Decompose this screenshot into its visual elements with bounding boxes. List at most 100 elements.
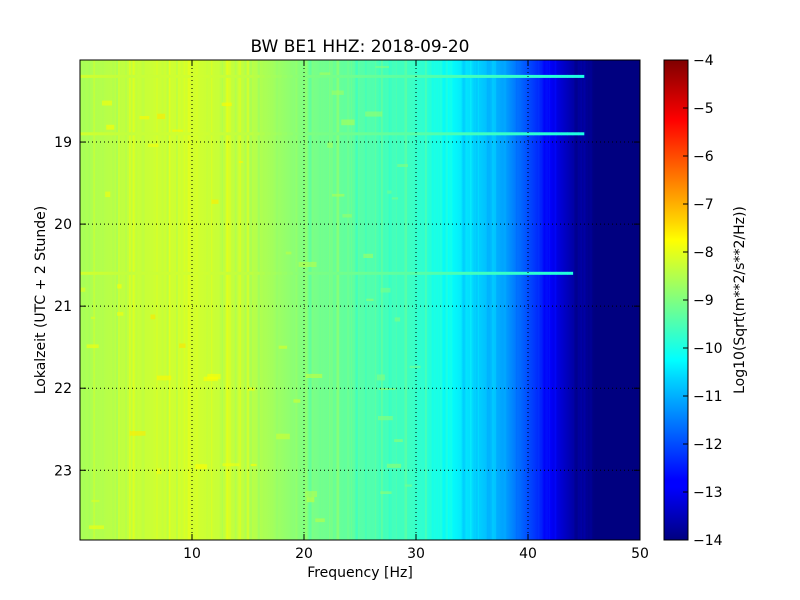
spectrogram-streak [404,60,408,540]
bright-line-segment [382,74,389,78]
bright-line-segment [136,271,142,275]
bright-line-segment [337,271,344,275]
bright-line-segment [567,132,574,136]
bright-line-segment [561,132,568,136]
bright-line-segment [427,132,434,136]
colorbar-tick-label: −7 [693,197,714,213]
bright-line-segment [259,271,266,275]
spectrogram-streak [118,60,120,540]
spectrogram-streak [431,60,434,540]
spectrogram-streak [546,60,548,540]
spectrogram-patch [129,431,146,436]
bright-line-segment [130,271,137,275]
bright-line-segment [96,132,103,136]
bright-line-segment [175,74,182,78]
bright-line-segment [164,74,170,78]
spectrogram-patch [327,142,333,148]
bright-line-segment [164,132,170,136]
bright-line-segment [343,74,350,78]
chart-title: BW BE1 HHZ: 2018-09-20 [250,37,469,57]
x-axis: 10 20 30 40 50 [183,60,649,562]
spectrogram-streak [486,60,489,540]
spectrogram-patch [250,463,257,467]
bright-line-segment [253,74,260,78]
bright-line-segment [158,271,165,275]
bright-line-segment [455,132,462,136]
bright-line-segment [494,271,501,275]
spectrogram-streak [244,60,247,540]
bright-line-segment [382,132,389,136]
bright-line-segment [281,271,288,275]
spectrogram-streak [223,60,227,540]
bright-line-segment [399,74,406,78]
bright-line-segment [572,132,579,136]
grid-lines [80,60,640,540]
spectrogram-streak [429,60,431,540]
bright-line-segment [556,132,562,136]
bright-line-segment [410,74,417,78]
bright-line-segment [488,271,495,275]
bright-line-segment [225,74,232,78]
bright-line-segment [483,271,490,275]
bright-line-segment [421,74,428,78]
bright-line-segment [192,132,198,136]
bright-line-segment [483,132,490,136]
bright-line-segment [376,271,383,275]
spectrogram-streak [384,60,388,540]
bright-line-segment [410,271,417,275]
spectrogram-texture [80,60,593,540]
spectrogram-streak [237,60,241,540]
bright-line-segment [298,271,305,275]
spectrogram-patch [80,287,86,292]
bright-line-segment [416,271,422,275]
spectrogram-patch [341,119,355,126]
colorbar-ticks: −4 −5 −6 −7 −8 −9 −10 −11 −12 −13 −14 [683,53,723,549]
y-tick-label: 21 [54,299,72,315]
spectrogram-streak [492,60,494,540]
spectrogram-streak [503,60,507,540]
bright-line-segment [141,74,148,78]
bright-line-segment [102,74,109,78]
y-tick-label: 19 [54,135,72,151]
bright-line-segment [248,271,254,275]
bright-line-segment [80,132,86,136]
bright-line-segment [371,271,378,275]
bright-line-segment [102,132,109,136]
colorbar-tick-label: −11 [693,389,723,405]
bright-line-segment [399,132,406,136]
spectrogram-patch [86,344,99,349]
colorbar-tick-label: −13 [693,485,723,501]
bright-line-segment [354,74,361,78]
bright-line-segment [270,271,277,275]
bright-line-segment [505,132,512,136]
bright-line-segment [376,74,383,78]
bright-line-segment [203,132,210,136]
bright-line-segment [472,271,478,275]
bright-line-segment [522,132,529,136]
bright-line-segment [253,132,260,136]
bright-line-segment [214,271,221,275]
spectrogram-bright-lines [80,74,585,275]
colorbar-tick-label: −5 [693,101,714,117]
spectrogram-streak [444,60,447,540]
spectrogram-streak [156,60,158,540]
bright-line-segment [304,271,310,275]
bright-line-segment [108,132,114,136]
bright-line-segment [180,271,187,275]
spectrogram-streak [519,60,522,540]
spectrogram-streak [546,60,548,540]
bright-line-segment [528,74,534,78]
spectrogram-streak [206,60,209,540]
bright-line-segment [522,74,529,78]
bright-line-segment [236,132,243,136]
bright-line-segment [544,132,551,136]
bright-line-segment [169,74,176,78]
spectrogram-streak [346,60,350,540]
spectrogram-streak [83,60,85,540]
bright-line-segment [337,132,344,136]
spectrogram-patch [409,365,421,369]
spectrogram-streak [474,60,476,540]
bright-line-segment [108,271,114,275]
bright-line-segment [248,132,254,136]
bright-line-segment [494,74,501,78]
